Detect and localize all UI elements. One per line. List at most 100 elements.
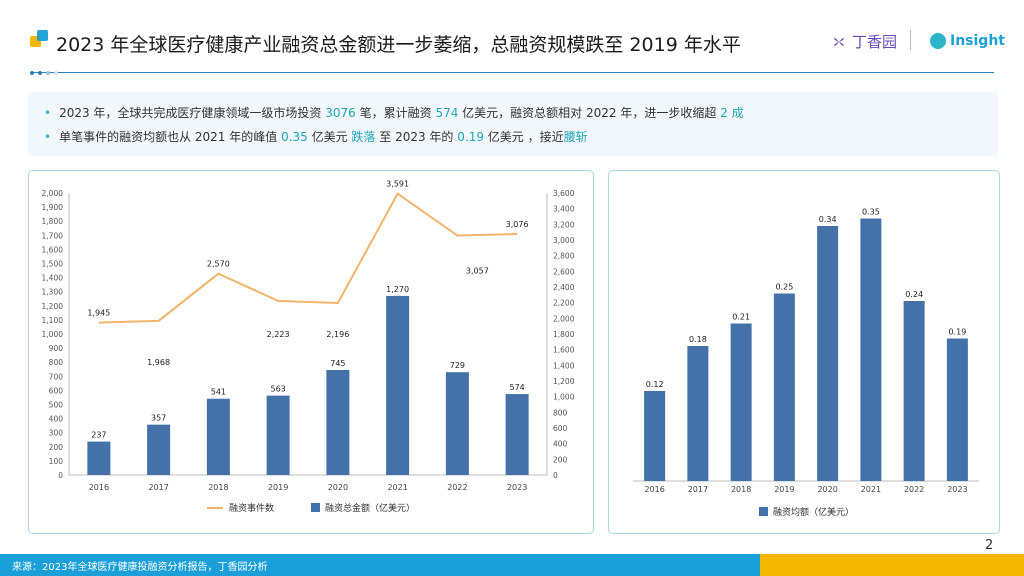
bar-value-label: 0.12 (646, 380, 664, 389)
avg-bar-2018 (730, 323, 752, 481)
brand-dxy: 丁香园 (830, 31, 897, 52)
x-tick-label: 2021 (861, 485, 881, 494)
line-value-label: 2,570 (207, 260, 230, 269)
insight-logo-icon (930, 33, 946, 49)
y-tick-label: 1,300 (42, 288, 64, 297)
line1-segment-1: 3076 (325, 106, 356, 120)
y-tick-label: 0 (58, 471, 63, 480)
y-tick-label: 200 (49, 443, 64, 452)
x-tick-label: 2017 (688, 485, 708, 494)
line1-segment-2: 笔，累计融资 (355, 106, 436, 120)
bar-value-label: 574 (509, 383, 524, 392)
y2-tick-label: 2,600 (553, 267, 575, 276)
avg-bar-2019 (773, 293, 795, 481)
y-tick-label: 700 (49, 372, 64, 381)
bar-2019 (266, 395, 290, 475)
line-value-label: 2,223 (267, 330, 290, 339)
bar-2017 (147, 424, 171, 475)
y2-tick-label: 0 (553, 471, 558, 480)
page-number: 2 (985, 538, 994, 553)
x-tick-label: 2020 (817, 485, 837, 494)
line-value-label: 3,076 (506, 220, 529, 229)
y2-tick-label: 2,000 (553, 314, 575, 323)
legend-bar-swatch (311, 503, 320, 512)
title-divider (30, 72, 994, 73)
brand-insight-label: Insight (950, 33, 1005, 49)
bar-2022 (445, 372, 469, 475)
summary-line-2: 单笔事件的融资均额也从 2021 年的峰值 0.35 亿美元 跌落 至 2023… (44, 128, 588, 145)
legend-line-label: 融资事件数 (229, 502, 274, 514)
y-tick-label: 900 (49, 344, 64, 353)
y2-tick-label: 3,400 (553, 205, 575, 214)
legend-bar-label: 融资均额（亿美元） (773, 506, 854, 518)
x-tick-label: 2017 (148, 483, 168, 492)
y-tick-label: 800 (49, 358, 64, 367)
x-tick-label: 2019 (774, 485, 794, 494)
bar-2018 (206, 398, 230, 475)
bar-value-label: 237 (91, 431, 106, 440)
y-tick-label: 400 (49, 415, 64, 424)
bar-value-label: 0.34 (819, 215, 837, 224)
title-dots-icon (30, 71, 58, 75)
line2-segment-2: 亿美元 (307, 130, 352, 144)
y-tick-label: 1,000 (42, 330, 64, 339)
legend-bar-swatch (759, 507, 768, 516)
x-tick-label: 2020 (328, 483, 348, 492)
y-tick-label: 500 (49, 401, 64, 410)
x-tick-label: 2018 (731, 485, 751, 494)
y-tick-label: 1,600 (42, 245, 64, 254)
bar-value-label: 357 (151, 414, 166, 423)
avg-bar-2022 (903, 301, 925, 481)
line-value-label: 2,196 (326, 330, 349, 339)
bar-value-label: 0.18 (689, 335, 707, 344)
brand-dxy-label: 丁香园 (852, 33, 898, 51)
line2-segment-6: 亿美元 ，接近 (483, 130, 564, 144)
avg-bar-2016 (644, 391, 666, 481)
bar-value-label: 0.19 (948, 328, 966, 337)
y2-tick-label: 3,000 (553, 236, 575, 245)
bar-value-label: 0.21 (732, 313, 750, 322)
summary-line-1: 2023 年，全球共完成医疗健康领域一级市场投资 3076 笔，累计融资 574… (44, 104, 744, 121)
event-count-line (98, 192, 518, 324)
bar-2021 (386, 295, 410, 475)
y-tick-label: 1,200 (42, 302, 64, 311)
y2-tick-label: 2,200 (553, 299, 575, 308)
x-tick-label: 2022 (904, 485, 924, 494)
title-logo-icon (30, 30, 48, 48)
y-tick-label: 300 (49, 429, 64, 438)
line-value-label: 3,591 (386, 180, 409, 189)
bar-value-label: 563 (270, 385, 285, 394)
legend-bar-label: 融资总金额（亿美元） (325, 502, 415, 514)
line-value-label: 3,057 (466, 267, 489, 276)
clover-logo-icon (834, 37, 844, 46)
line-value-label: 1,945 (87, 309, 110, 318)
avg-bar-2021 (860, 218, 882, 481)
average-funding-chart: 0.12 2016 0.18 2017 0.21 2018 0.25 2019 0.34 2020… (633, 208, 979, 518)
y2-tick-label: 200 (553, 455, 568, 464)
bar-2020 (326, 369, 350, 475)
y2-tick-label: 400 (553, 440, 568, 449)
y2-tick-label: 1,800 (553, 330, 575, 339)
y-tick-label: 1,900 (42, 203, 64, 212)
bar-value-label: 0.25 (775, 283, 793, 292)
avg-bar-2020 (817, 226, 839, 481)
x-tick-label: 2022 (447, 483, 467, 492)
line1-segment-4: 亿美元，融资总额相对 2022 年，进一步收缩超 (458, 106, 721, 120)
y2-tick-label: 1,200 (553, 377, 575, 386)
line-value-label: 1,968 (147, 358, 170, 367)
y-tick-label: 1,700 (42, 231, 64, 240)
bar-value-label: 1,270 (386, 285, 409, 294)
x-tick-label: 2016 (644, 485, 664, 494)
avg-bar-2023 (946, 338, 968, 481)
bar-2023 (505, 394, 529, 475)
bar-value-label: 729 (450, 361, 465, 370)
x-tick-label: 2018 (208, 483, 228, 492)
x-tick-label: 2023 (947, 485, 967, 494)
y2-tick-label: 3,200 (553, 220, 575, 229)
footer-bar (0, 554, 760, 576)
y-tick-label: 2,000 (42, 189, 64, 198)
bar-value-label: 541 (211, 388, 226, 397)
brand-separator (910, 30, 911, 50)
y-tick-label: 600 (49, 386, 64, 395)
brand-insight: Insight (930, 33, 1005, 49)
